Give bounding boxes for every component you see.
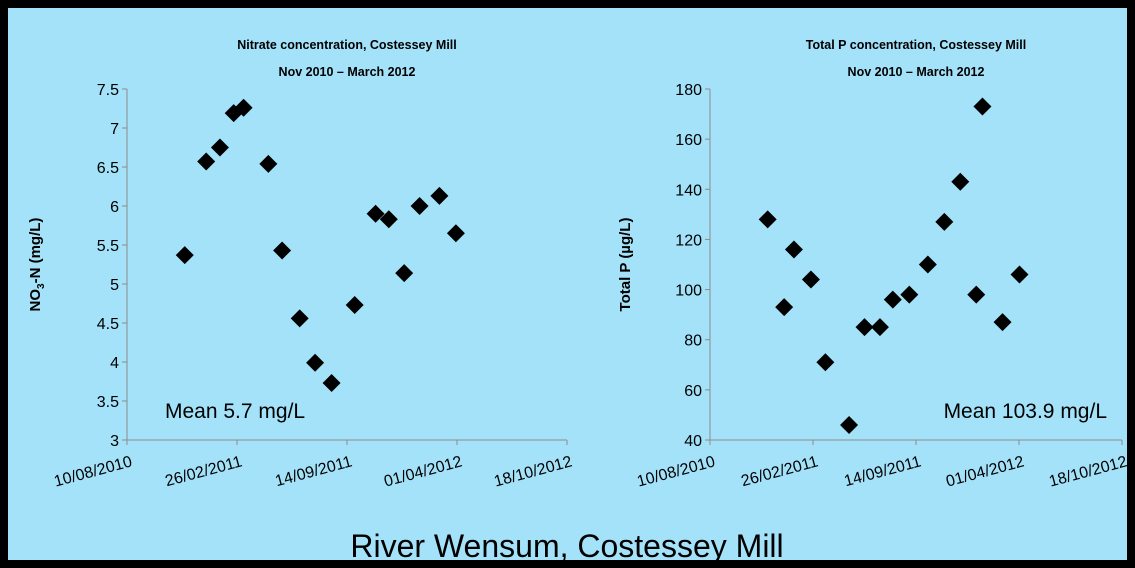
chart-2-data-point bbox=[758, 210, 777, 229]
chart-panel bbox=[8, 8, 1127, 560]
chart-2: Total P concentration, Costessey Mill Nov… bbox=[617, 38, 1129, 491]
chart-2-data-point bbox=[870, 318, 889, 337]
chart-1-mean-annotation: Mean 5.7 mg/L bbox=[165, 400, 305, 423]
chart-2-subtitle: Nov 2010 – March 2012 bbox=[848, 65, 985, 79]
chart-1-y-tick-label: 3.5 bbox=[97, 394, 119, 411]
chart-2-x-tick-label: 26/02/2011 bbox=[739, 453, 820, 490]
chart-2-mean-annotation: Mean 103.9 mg/L bbox=[944, 400, 1107, 423]
chart-2-y-tick-label: 180 bbox=[675, 82, 702, 99]
chart-2-data-point bbox=[855, 318, 874, 337]
chart-2-x-tick-label: 01/04/2012 bbox=[944, 453, 1026, 490]
chart-1-data-point bbox=[395, 264, 414, 283]
chart-2-data-point bbox=[801, 270, 820, 289]
chart-1-data-point bbox=[379, 210, 398, 229]
chart-1-x-tick-label: 14/09/2011 bbox=[273, 453, 354, 490]
chart-1-data-point bbox=[259, 154, 278, 173]
chart-2-data-point bbox=[935, 212, 954, 231]
chart-1-y-tick-label: 7 bbox=[110, 121, 119, 138]
chart-2-y-tick-label: 80 bbox=[684, 333, 702, 350]
chart-2-data-point bbox=[1010, 265, 1029, 284]
chart-2-y-tick-label: 100 bbox=[675, 283, 702, 300]
chart-1-data-point bbox=[273, 241, 292, 260]
chart-1-data-point bbox=[430, 186, 449, 205]
chart-2-x-tick-label: 10/08/2010 bbox=[635, 453, 717, 490]
chart-2-y-tick-label: 120 bbox=[675, 232, 702, 249]
chart-1-data-point bbox=[197, 152, 216, 171]
chart-1-x-tick-label: 10/08/2010 bbox=[52, 453, 134, 490]
chart-2-data-point bbox=[951, 172, 970, 191]
chart-2-data-point bbox=[918, 255, 937, 274]
chart-2-data-point bbox=[973, 97, 992, 116]
chart-1-title: Nitrate concentration, Costessey Mill bbox=[237, 38, 457, 52]
chart-2-y-tick-label: 160 bbox=[675, 132, 702, 149]
chart-1-y-tick-label: 4 bbox=[110, 355, 119, 372]
chart-2-title: Total P concentration, Costessey Mill bbox=[806, 38, 1026, 52]
chart-1-data-point bbox=[210, 138, 229, 157]
chart-2-data-point bbox=[993, 313, 1012, 332]
chart-1-y-tick-label: 7.5 bbox=[97, 82, 119, 99]
chart-1-x-tick-label: 18/10/2012 bbox=[492, 453, 574, 490]
chart-1-data-point bbox=[345, 296, 364, 315]
chart-1-y-tick-label: 6 bbox=[110, 199, 119, 216]
chart-2-x-tick-label: 18/10/2012 bbox=[1047, 453, 1129, 490]
chart-2-data-point bbox=[900, 285, 919, 304]
chart-1-y-tick-label: 3 bbox=[110, 433, 119, 450]
chart-2-y-tick-label: 60 bbox=[684, 383, 702, 400]
chart-1-data-point bbox=[366, 204, 385, 223]
chart-2-data-point bbox=[840, 415, 859, 434]
figure-caption: River Wensum, Costessey Mill bbox=[350, 528, 783, 564]
chart-1-x-tick-label: 01/04/2012 bbox=[382, 453, 464, 490]
chart-1-data-point bbox=[175, 246, 194, 265]
chart-1-y-tick-label: 6.5 bbox=[97, 160, 119, 177]
chart-2-y-tick-label: 40 bbox=[684, 433, 702, 450]
chart-1-y-axis-label: NO3-N (mg/L) bbox=[27, 218, 47, 312]
chart-1-y-tick-label: 5.5 bbox=[97, 238, 119, 255]
chart-1-data-point bbox=[306, 353, 325, 372]
chart-1-subtitle: Nov 2010 – March 2012 bbox=[279, 65, 416, 79]
chart-2-data-point bbox=[883, 290, 902, 309]
chart-2-data-point bbox=[784, 240, 803, 259]
chart-2-data-point bbox=[967, 285, 986, 304]
chart-2-y-axis-label: Total P (µg/L) bbox=[617, 218, 634, 312]
chart-1-data-point bbox=[410, 197, 429, 215]
chart-1-x-tick-label: 26/02/2011 bbox=[163, 453, 244, 490]
chart-1-y-tick-label: 5 bbox=[110, 277, 119, 294]
chart-1-data-point bbox=[290, 309, 309, 328]
chart-2-x-tick-label: 14/09/2011 bbox=[842, 453, 923, 490]
chart-1-y-tick-label: 4.5 bbox=[97, 316, 119, 333]
chart-1-data-point bbox=[322, 374, 341, 393]
chart-1-data-point bbox=[234, 98, 253, 117]
chart-1-data-point bbox=[446, 224, 465, 243]
chart-1: Nitrate concentration, Costessey Mill Nov… bbox=[27, 38, 574, 491]
chart-2-data-point bbox=[775, 298, 794, 317]
chart-2-data-point bbox=[816, 353, 835, 372]
chart-2-y-tick-label: 140 bbox=[675, 182, 702, 199]
